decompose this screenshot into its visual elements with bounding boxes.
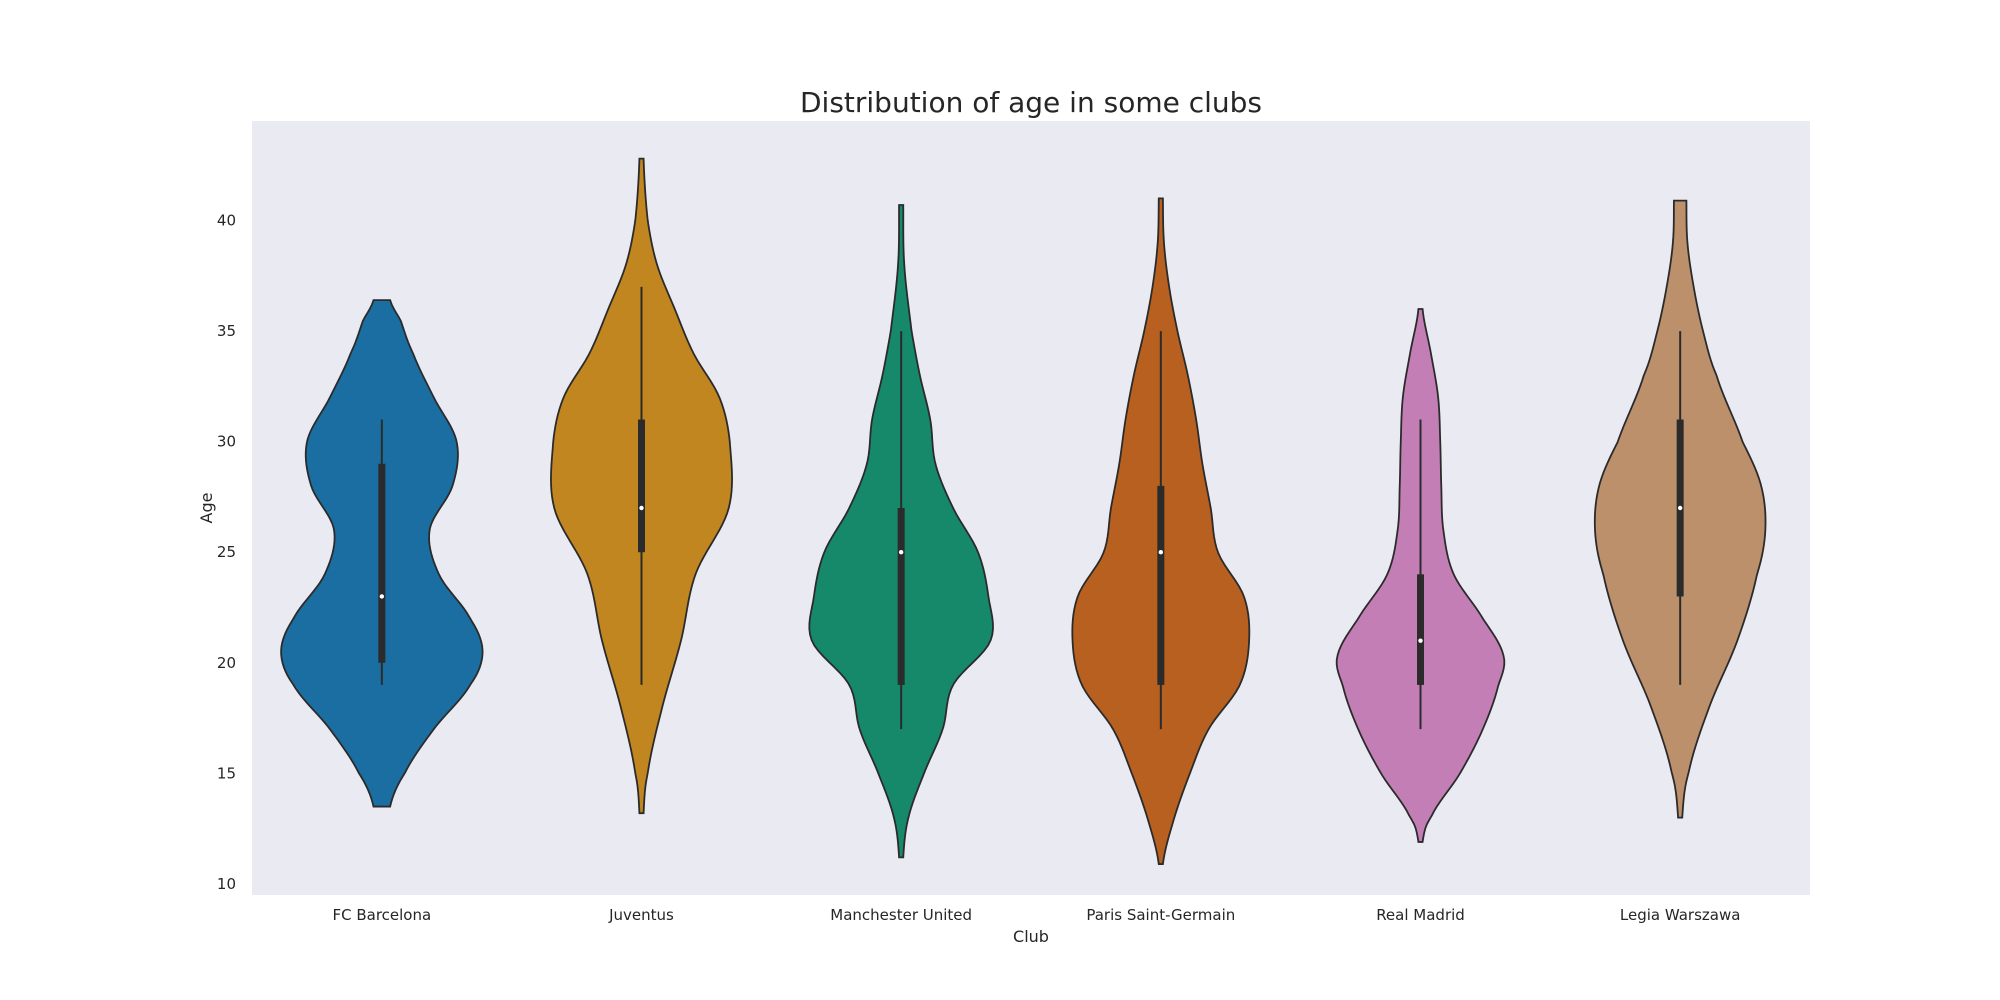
x-tick-label: FC Barcelona [332,906,431,924]
x-tick-label: Paris Saint-Germain [1086,906,1235,924]
violin-median-point [1158,550,1164,555]
violin-iqr-box [638,419,645,553]
violin-median-point [639,505,644,511]
y-tick-label: 15 [217,764,236,782]
violin-manchester-united [808,204,994,859]
x-axis-ticks: FC Barcelona Juventus Manchester United Par… [332,906,1740,924]
y-tick-label: 40 [217,212,236,230]
chart-title: Distribution of age in some clubs [800,86,1262,119]
violin-iqr-box [897,508,905,685]
y-tick-label: 20 [217,654,236,672]
y-tick-label: 35 [217,322,236,340]
x-tick-label: Legia Warszawa [1620,906,1741,924]
violin-median-point [898,550,904,555]
violin-real-madrid [1335,308,1506,843]
y-tick-label: 30 [217,433,236,451]
violin-iqr-box [1157,485,1165,685]
x-tick-label: Manchester United [830,906,972,924]
x-tick-label: Juventus [608,906,674,924]
violin-juventus [550,157,733,815]
violin-iqr-box [378,463,386,663]
violin-median-point [379,594,385,599]
y-axis-label: Age [197,493,216,524]
violin-iqr-box [1417,574,1424,685]
violins [280,157,1767,865]
violin-median-point [1418,638,1423,643]
violin-paris-saint-germain [1071,197,1251,865]
violin-legia-warszawa [1593,199,1767,819]
x-tick-label: Real Madrid [1376,906,1465,924]
plot-background [252,121,1810,895]
y-tick-label: 25 [217,543,236,561]
y-tick-label: 10 [217,875,236,893]
violin-median-point [1677,505,1683,511]
x-axis-label: Club [1013,927,1049,946]
y-axis-ticks: 10 15 20 25 30 35 40 [217,212,236,893]
violin-fc-barcelona [280,299,484,808]
